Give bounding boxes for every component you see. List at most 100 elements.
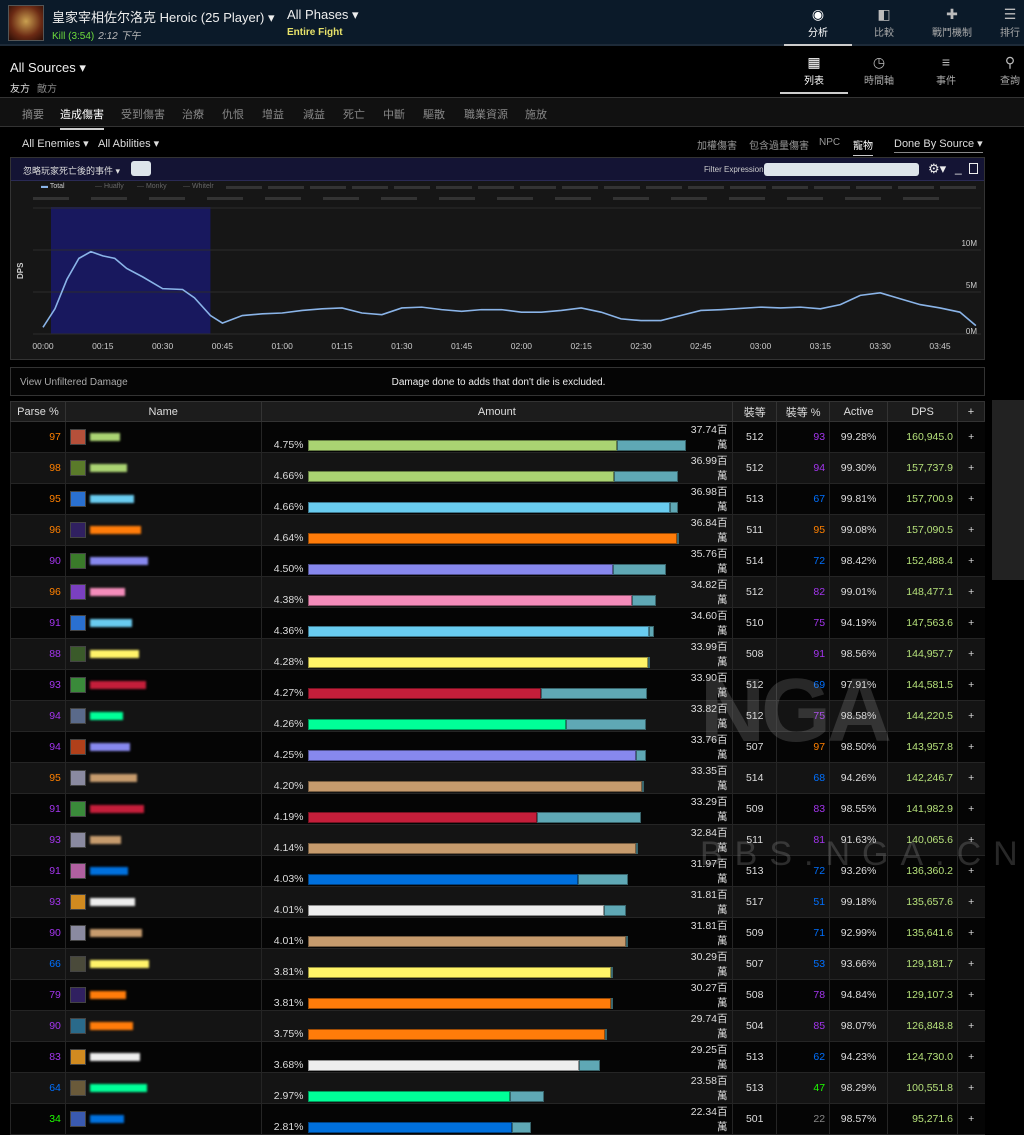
expand-plus-icon[interactable]: + xyxy=(968,586,974,598)
name-cell[interactable] xyxy=(65,670,261,701)
tab-3[interactable]: 治療 xyxy=(182,106,204,122)
legend-item-blurred[interactable] xyxy=(787,197,823,200)
legend-item-blurred[interactable] xyxy=(613,197,649,200)
view-events[interactable]: ≡事件 xyxy=(912,48,980,94)
friendly-toggle[interactable]: 友方 xyxy=(10,84,30,95)
expand-cell[interactable]: + xyxy=(957,794,984,825)
nav-rankings[interactable]: ☰排行 xyxy=(985,0,1024,46)
expand-plus-icon[interactable]: + xyxy=(968,679,974,691)
abilities-filter[interactable]: All Abilities ▾ xyxy=(98,137,159,150)
expand-plus-icon[interactable]: + xyxy=(968,865,974,877)
name-cell[interactable] xyxy=(65,701,261,732)
legend-item[interactable]: — Monky xyxy=(137,183,167,190)
expand-cell[interactable]: + xyxy=(957,856,984,887)
expand-cell[interactable]: + xyxy=(957,422,984,453)
expand-cell[interactable]: + xyxy=(957,577,984,608)
tab-6[interactable]: 減益 xyxy=(303,106,325,122)
legend-item-blurred[interactable] xyxy=(671,197,707,200)
player-name-redacted[interactable] xyxy=(90,898,135,906)
player-name-redacted[interactable] xyxy=(90,743,130,751)
name-cell[interactable] xyxy=(65,639,261,670)
player-name-redacted[interactable] xyxy=(90,960,149,968)
player-name-redacted[interactable] xyxy=(90,495,134,503)
legend-item-blurred[interactable] xyxy=(323,197,359,200)
tab-0[interactable]: 摘要 xyxy=(22,106,44,122)
player-name-redacted[interactable] xyxy=(90,681,146,689)
expand-cell[interactable]: + xyxy=(957,453,984,484)
expand-plus-icon[interactable]: + xyxy=(968,896,974,908)
nav-mechanics[interactable]: ✚戰鬥機制 xyxy=(918,0,986,46)
legend-item-blurred[interactable] xyxy=(688,186,724,189)
done-by-selector[interactable]: Done By Source ▾ xyxy=(894,137,983,153)
tab-2[interactable]: 受到傷害 xyxy=(121,106,165,122)
expand-cell[interactable]: + xyxy=(957,546,984,577)
enemy-toggle[interactable]: 敵方 xyxy=(37,84,57,95)
name-cell[interactable] xyxy=(65,484,261,515)
expand-cell[interactable]: + xyxy=(957,887,984,918)
view-table[interactable]: ▦列表 xyxy=(780,48,848,94)
name-cell[interactable] xyxy=(65,949,261,980)
column-header[interactable]: Name xyxy=(65,402,261,422)
scrollbar[interactable] xyxy=(992,400,1024,580)
name-cell[interactable] xyxy=(65,980,261,1011)
legend-item-blurred[interactable] xyxy=(856,186,892,189)
player-name-redacted[interactable] xyxy=(90,929,142,937)
legend-item-blurred[interactable] xyxy=(394,186,430,189)
player-name-redacted[interactable] xyxy=(90,991,126,999)
expand-plus-icon[interactable]: + xyxy=(968,555,974,567)
expand-cell[interactable]: + xyxy=(957,1104,984,1135)
maximize-icon[interactable] xyxy=(969,163,978,174)
legend-item-blurred[interactable] xyxy=(91,197,127,200)
expand-plus-icon[interactable]: + xyxy=(968,741,974,753)
name-cell[interactable] xyxy=(65,1104,261,1135)
minimize-icon[interactable]: _ xyxy=(955,161,962,175)
legend-item-blurred[interactable] xyxy=(814,186,850,189)
settings-gear-icon[interactable]: ⚙▾ xyxy=(928,161,946,177)
player-name-redacted[interactable] xyxy=(90,526,141,534)
filter-expression-input[interactable] xyxy=(764,163,919,176)
legend-item-blurred[interactable] xyxy=(265,197,301,200)
legend-item-blurred[interactable] xyxy=(940,186,976,189)
name-cell[interactable] xyxy=(65,453,261,484)
legend-item-blurred[interactable] xyxy=(33,197,69,200)
expand-cell[interactable]: + xyxy=(957,763,984,794)
column-header[interactable]: 裝等 xyxy=(733,402,777,422)
player-name-redacted[interactable] xyxy=(90,805,144,813)
legend-item-blurred[interactable] xyxy=(352,186,388,189)
player-name-redacted[interactable] xyxy=(90,464,127,472)
legend-item-blurred[interactable] xyxy=(226,186,262,189)
tab-5[interactable]: 增益 xyxy=(262,106,284,122)
expand-plus-icon[interactable]: + xyxy=(968,1113,974,1125)
toggle-input[interactable] xyxy=(131,161,151,176)
legend-item-blurred[interactable] xyxy=(436,186,472,189)
legend-item-blurred[interactable] xyxy=(268,186,304,189)
name-cell[interactable] xyxy=(65,794,261,825)
legend-item-blurred[interactable] xyxy=(497,197,533,200)
expand-cell[interactable]: + xyxy=(957,1073,984,1104)
expand-cell[interactable]: + xyxy=(957,670,984,701)
tab-9[interactable]: 驅散 xyxy=(423,106,445,122)
legend-item-blurred[interactable] xyxy=(310,186,346,189)
pets-toggle[interactable]: 寵物 xyxy=(853,137,873,156)
nav-analyze[interactable]: ◉分析 xyxy=(784,0,852,46)
expand-plus-icon[interactable]: + xyxy=(968,834,974,846)
name-cell[interactable] xyxy=(65,763,261,794)
player-name-redacted[interactable] xyxy=(90,1053,140,1061)
player-name-redacted[interactable] xyxy=(90,1022,133,1030)
expand-plus-icon[interactable]: + xyxy=(968,1051,974,1063)
expand-cell[interactable]: + xyxy=(957,1042,984,1073)
player-name-redacted[interactable] xyxy=(90,774,137,782)
expand-plus-icon[interactable]: + xyxy=(968,958,974,970)
